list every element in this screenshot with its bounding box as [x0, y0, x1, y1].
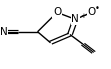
Text: •: • — [95, 4, 100, 13]
Text: N: N — [0, 27, 8, 37]
Text: +: + — [80, 13, 86, 19]
Text: N: N — [71, 14, 79, 24]
Text: O: O — [53, 7, 61, 17]
Text: O: O — [87, 7, 96, 17]
